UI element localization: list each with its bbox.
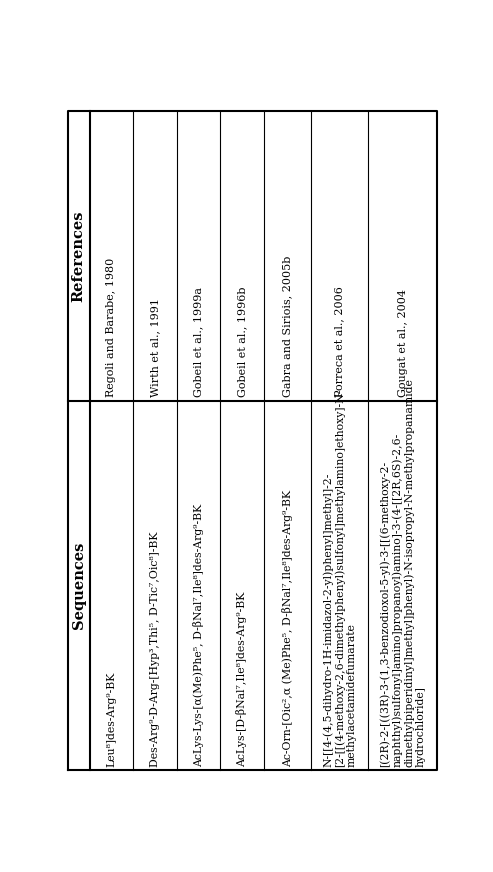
Text: Gougat et al., 2004: Gougat et al., 2004 (398, 289, 408, 397)
Text: Ac-Orn-[Oic²,α (Me)Phe⁵, D-βNal⁷,Ile⁸]des-Arg⁹-BK: Ac-Orn-[Oic²,α (Me)Phe⁵, D-βNal⁷,Ile⁸]de… (282, 490, 293, 766)
Text: References: References (71, 210, 86, 302)
Text: Gobeil et al., 1996b: Gobeil et al., 1996b (237, 287, 247, 397)
Text: Gabra and Siriois, 2005b: Gabra and Siriois, 2005b (282, 255, 292, 397)
Text: Gobeil et al., 1999a: Gobeil et al., 1999a (193, 287, 203, 397)
Text: Porreca et al., 2006: Porreca et al., 2006 (335, 286, 345, 397)
Text: AcLys-[D-βNal⁷,Ile⁸]des-Arg⁹-BK: AcLys-[D-βNal⁷,Ile⁸]des-Arg⁹-BK (236, 591, 247, 766)
Text: Sequences: Sequences (71, 542, 86, 629)
Text: N-[[4-(4,5-dihydro-1H-imidazol-2-yl)phenyl]methyl]-2-
[2-[[(4-methoxy-2,6-dimeth: N-[[4-(4,5-dihydro-1H-imidazol-2-yl)phen… (322, 389, 357, 766)
Text: Wirth et al., 1991: Wirth et al., 1991 (150, 298, 160, 397)
Text: Leu⁸]des-Arg⁹-BK: Leu⁸]des-Arg⁹-BK (106, 671, 116, 766)
Text: Des-Arg⁹-D-Arg-[Hyp³,Thi⁵, D-Tic⁷,Oic⁸]-BK: Des-Arg⁹-D-Arg-[Hyp³,Thi⁵, D-Tic⁷,Oic⁸]-… (150, 531, 160, 766)
Text: Regoli and Barabe, 1980: Regoli and Barabe, 1980 (106, 258, 116, 397)
Text: AcLys-Lys-[α(Me)Phe⁵, D-βNal⁷,Ile⁸]des-Arg⁹-BK: AcLys-Lys-[α(Me)Phe⁵, D-βNal⁷,Ile⁸]des-A… (193, 504, 204, 766)
Text: [(2R)-2-[((3R)-3-(1,3-benzodioxol-5-yl)-3-[[(6-methoxy-2-
naphthyl)sulfonyl]amin: [(2R)-2-[((3R)-3-(1,3-benzodioxol-5-yl)-… (379, 378, 426, 766)
